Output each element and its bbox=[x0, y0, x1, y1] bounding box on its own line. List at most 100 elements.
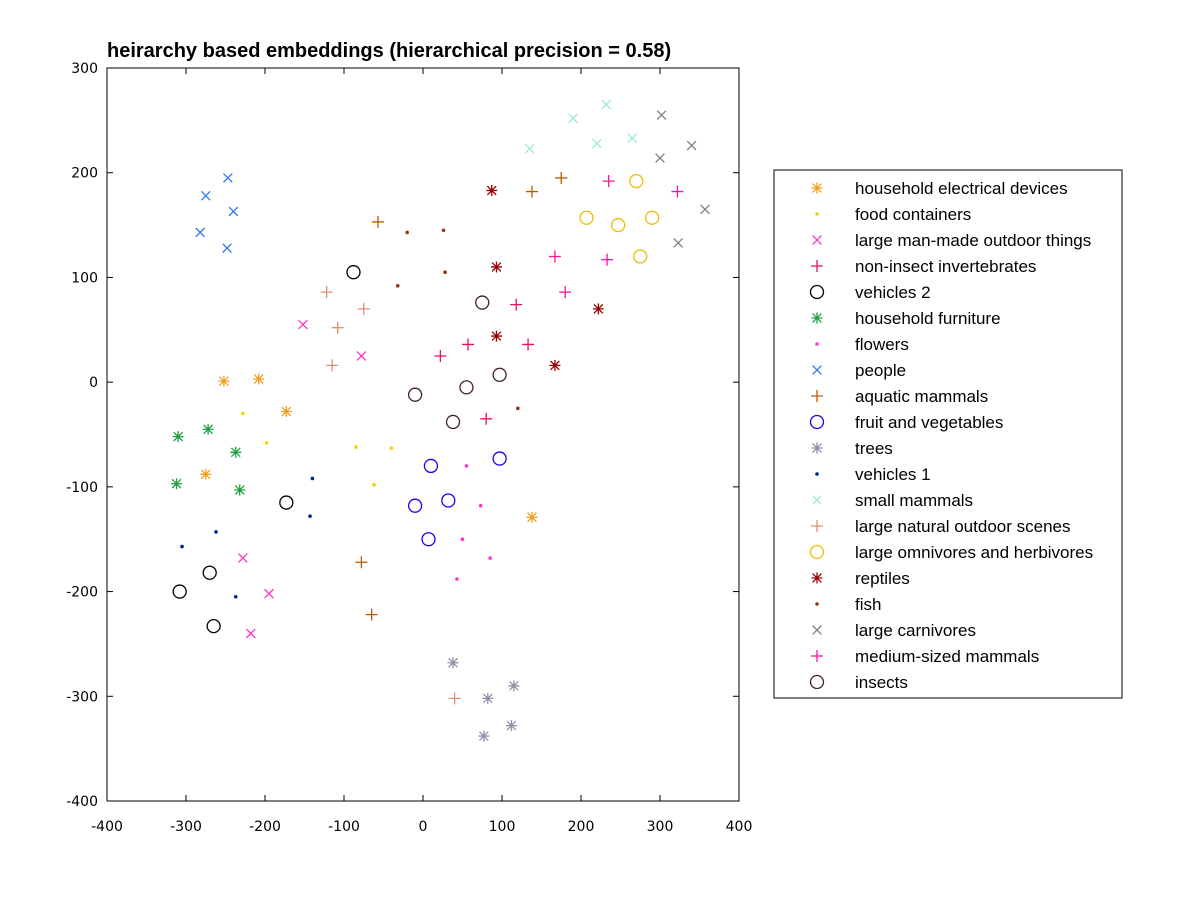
data-point bbox=[234, 484, 246, 496]
legend-marker bbox=[811, 572, 823, 584]
y-tick-label: -200 bbox=[66, 585, 98, 601]
legend-marker bbox=[812, 495, 822, 505]
legend-label: fruit and vegetables bbox=[855, 413, 1003, 432]
legend-label: people bbox=[855, 361, 906, 380]
data-point bbox=[200, 190, 211, 201]
data-point bbox=[355, 556, 368, 569]
legend-marker bbox=[815, 472, 819, 476]
data-point bbox=[655, 153, 665, 163]
legend-marker bbox=[811, 390, 823, 402]
data-point bbox=[671, 185, 684, 198]
data-point bbox=[365, 608, 378, 621]
data-point bbox=[516, 406, 520, 411]
data-point bbox=[549, 359, 561, 371]
data-point bbox=[405, 230, 410, 235]
legend-marker bbox=[809, 414, 825, 430]
legend-marker bbox=[811, 442, 823, 454]
series-14 bbox=[579, 173, 660, 264]
data-point bbox=[228, 206, 239, 217]
data-point bbox=[421, 532, 436, 547]
data-point bbox=[389, 446, 394, 450]
data-point bbox=[508, 680, 520, 692]
data-point bbox=[264, 588, 274, 599]
legend-marker bbox=[812, 625, 822, 635]
data-point bbox=[214, 530, 218, 534]
series-10 bbox=[447, 657, 520, 742]
data-point bbox=[610, 217, 626, 233]
legend-label: food containers bbox=[855, 205, 971, 224]
data-point bbox=[310, 476, 315, 481]
data-point bbox=[548, 250, 561, 263]
y-tick-label: 0 bbox=[89, 375, 98, 391]
legend-label: fish bbox=[855, 595, 881, 614]
data-point bbox=[172, 584, 187, 599]
data-point bbox=[447, 657, 459, 669]
legend-marker bbox=[815, 212, 819, 216]
data-point bbox=[673, 238, 684, 248]
legend: household electrical devices food contain… bbox=[809, 179, 1093, 692]
data-point bbox=[592, 303, 604, 315]
data-point bbox=[522, 338, 535, 351]
data-point bbox=[434, 349, 447, 362]
data-point bbox=[490, 261, 502, 273]
data-point bbox=[200, 468, 212, 480]
legend-marker bbox=[809, 544, 825, 560]
data-point bbox=[443, 270, 447, 274]
data-point bbox=[320, 286, 333, 299]
data-point bbox=[264, 441, 269, 445]
data-point bbox=[326, 359, 339, 372]
data-point bbox=[308, 514, 312, 518]
legend-label: reptiles bbox=[855, 569, 910, 588]
data-point bbox=[202, 423, 214, 435]
data-point bbox=[492, 367, 507, 382]
y-tick-label: -100 bbox=[66, 480, 98, 496]
y-tick-label: -300 bbox=[66, 689, 98, 705]
data-point bbox=[568, 113, 578, 124]
data-point bbox=[245, 628, 256, 639]
series-8 bbox=[355, 171, 568, 621]
data-point bbox=[354, 445, 358, 449]
data-point bbox=[423, 458, 439, 474]
series-13 bbox=[320, 286, 461, 705]
legend-marker bbox=[815, 342, 819, 346]
legend-label: insects bbox=[855, 673, 908, 692]
series-11 bbox=[180, 476, 315, 599]
legend-label: vehicles 2 bbox=[855, 283, 931, 302]
data-point bbox=[478, 503, 483, 508]
data-point bbox=[510, 298, 523, 311]
data-point bbox=[492, 451, 507, 466]
legend-marker bbox=[811, 260, 823, 272]
data-point bbox=[407, 498, 423, 513]
data-point bbox=[448, 692, 461, 705]
legend-box bbox=[773, 169, 1123, 699]
data-point bbox=[464, 464, 469, 468]
data-points bbox=[171, 99, 710, 742]
legend-label: large man-made outdoor things bbox=[855, 231, 1091, 250]
data-point bbox=[180, 544, 184, 549]
data-point bbox=[218, 375, 230, 387]
data-point bbox=[171, 478, 183, 490]
series-9 bbox=[407, 451, 507, 547]
legend-marker bbox=[811, 520, 823, 532]
data-point bbox=[480, 412, 493, 425]
series-19 bbox=[407, 295, 507, 430]
data-point bbox=[656, 110, 667, 120]
legend-label: large natural outdoor scenes bbox=[855, 517, 1070, 536]
data-point bbox=[441, 228, 446, 233]
x-axis: -400 -300 -200 -100 0 100 200 300 400 bbox=[91, 68, 752, 835]
x-tick-label: -400 bbox=[91, 819, 123, 835]
data-point bbox=[407, 387, 423, 402]
x-tick-label: -300 bbox=[170, 819, 202, 835]
series-7 bbox=[195, 173, 239, 253]
data-point bbox=[331, 321, 344, 334]
x-tick-label: 200 bbox=[568, 819, 595, 835]
x-tick-label: 400 bbox=[726, 819, 753, 835]
data-point bbox=[346, 265, 361, 280]
legend-label: vehicles 1 bbox=[855, 465, 931, 484]
data-point bbox=[559, 286, 572, 299]
series-0 bbox=[200, 373, 538, 523]
plot-area bbox=[106, 67, 740, 802]
legend-label: medium-sized mammals bbox=[855, 647, 1039, 666]
series-16 bbox=[395, 228, 520, 411]
data-point bbox=[627, 133, 638, 144]
